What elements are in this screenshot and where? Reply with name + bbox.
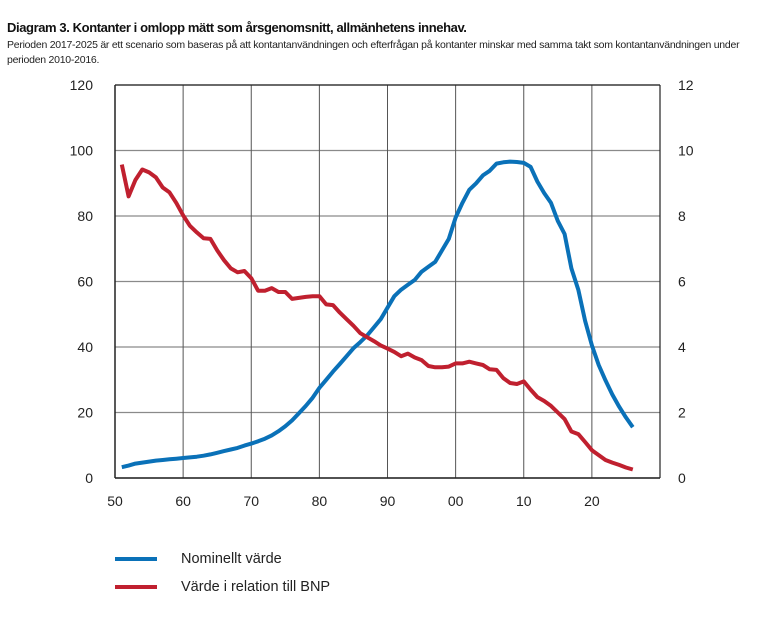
chart-subtitle: Perioden 2017-2025 är ett scenario som b… bbox=[7, 39, 740, 66]
legend-swatch-nominal bbox=[115, 557, 157, 561]
x-tick-label: 20 bbox=[584, 493, 600, 509]
y-right-tick-label: 0 bbox=[678, 470, 686, 486]
x-tick-label: 60 bbox=[175, 493, 191, 509]
legend: Nominellt värde Värde i relation till BN… bbox=[115, 545, 330, 601]
legend-label-gdp-ratio: Värde i relation till BNP bbox=[181, 579, 331, 595]
x-tick-label: 10 bbox=[516, 493, 532, 509]
x-tick-label: 80 bbox=[312, 493, 328, 509]
legend-swatch-gdp-ratio bbox=[115, 585, 157, 589]
y-right-tick-label: 6 bbox=[678, 274, 686, 290]
y-right-tick-label: 12 bbox=[678, 77, 694, 93]
axes bbox=[114, 84, 661, 479]
y-left-tick-label: 100 bbox=[70, 143, 94, 159]
series-line-gdp-ratio bbox=[119, 164, 634, 472]
x-tick-label: 50 bbox=[107, 493, 123, 509]
legend-item-gdp-ratio: Värde i relation till BNP bbox=[115, 573, 330, 601]
y-left-tick-label: 80 bbox=[77, 208, 93, 224]
y-right-tick-label: 2 bbox=[678, 405, 686, 421]
series-line-nominal bbox=[121, 159, 635, 470]
chart-title: Diagram 3. Kontanter i omlopp mätt som å… bbox=[7, 20, 467, 35]
y-left-tick-label: 40 bbox=[77, 339, 93, 355]
x-tick-label: 90 bbox=[380, 493, 396, 509]
y-left-tick-label: 120 bbox=[70, 77, 94, 93]
legend-item-nominal: Nominellt värde bbox=[115, 545, 330, 573]
y-right-tick-label: 8 bbox=[678, 208, 686, 224]
y-left-tick-label: 20 bbox=[77, 405, 93, 421]
y-left-tick-label: 0 bbox=[85, 470, 93, 486]
gridlines bbox=[115, 84, 660, 479]
x-tick-label: 00 bbox=[448, 493, 464, 509]
x-tick-label: 70 bbox=[243, 493, 259, 509]
tick-labels: 0 20 40 60 80 100 120 0 2 4 6 8 10 12 50 60 70 80 90 00 10 20 bbox=[70, 77, 694, 509]
y-right-tick-label: 4 bbox=[678, 339, 686, 355]
y-right-tick-label: 10 bbox=[678, 143, 694, 159]
series-lines bbox=[119, 159, 635, 472]
legend-label-nominal: Nominellt värde bbox=[181, 551, 282, 567]
y-left-tick-label: 60 bbox=[77, 274, 93, 290]
